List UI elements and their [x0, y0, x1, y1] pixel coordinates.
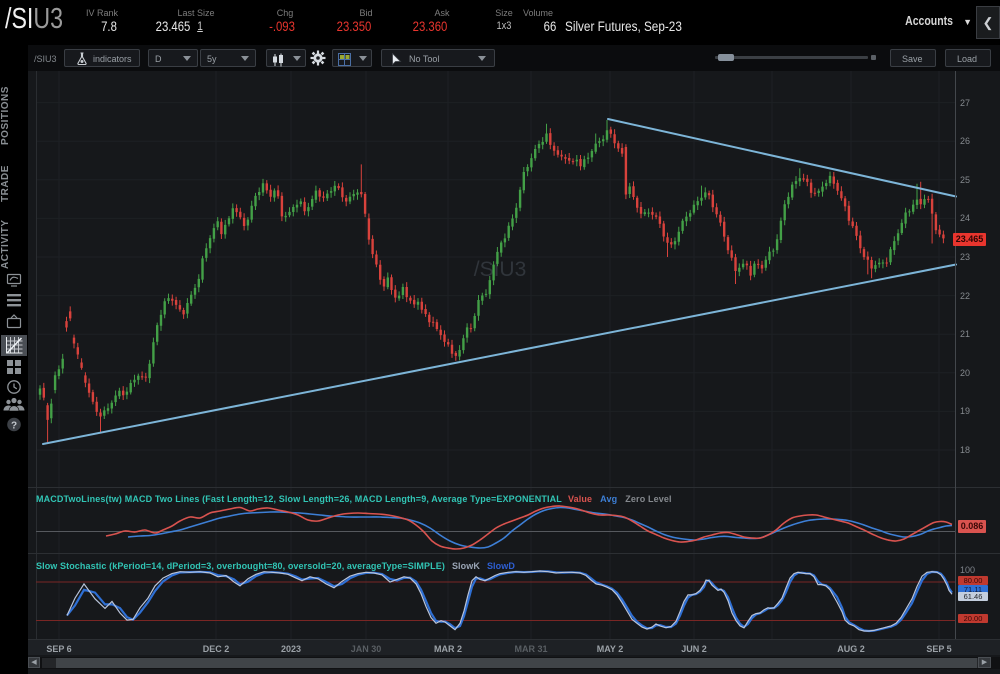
svg-text:?: ? — [11, 421, 17, 432]
svg-text:/SIU3: /SIU3 — [474, 258, 527, 281]
